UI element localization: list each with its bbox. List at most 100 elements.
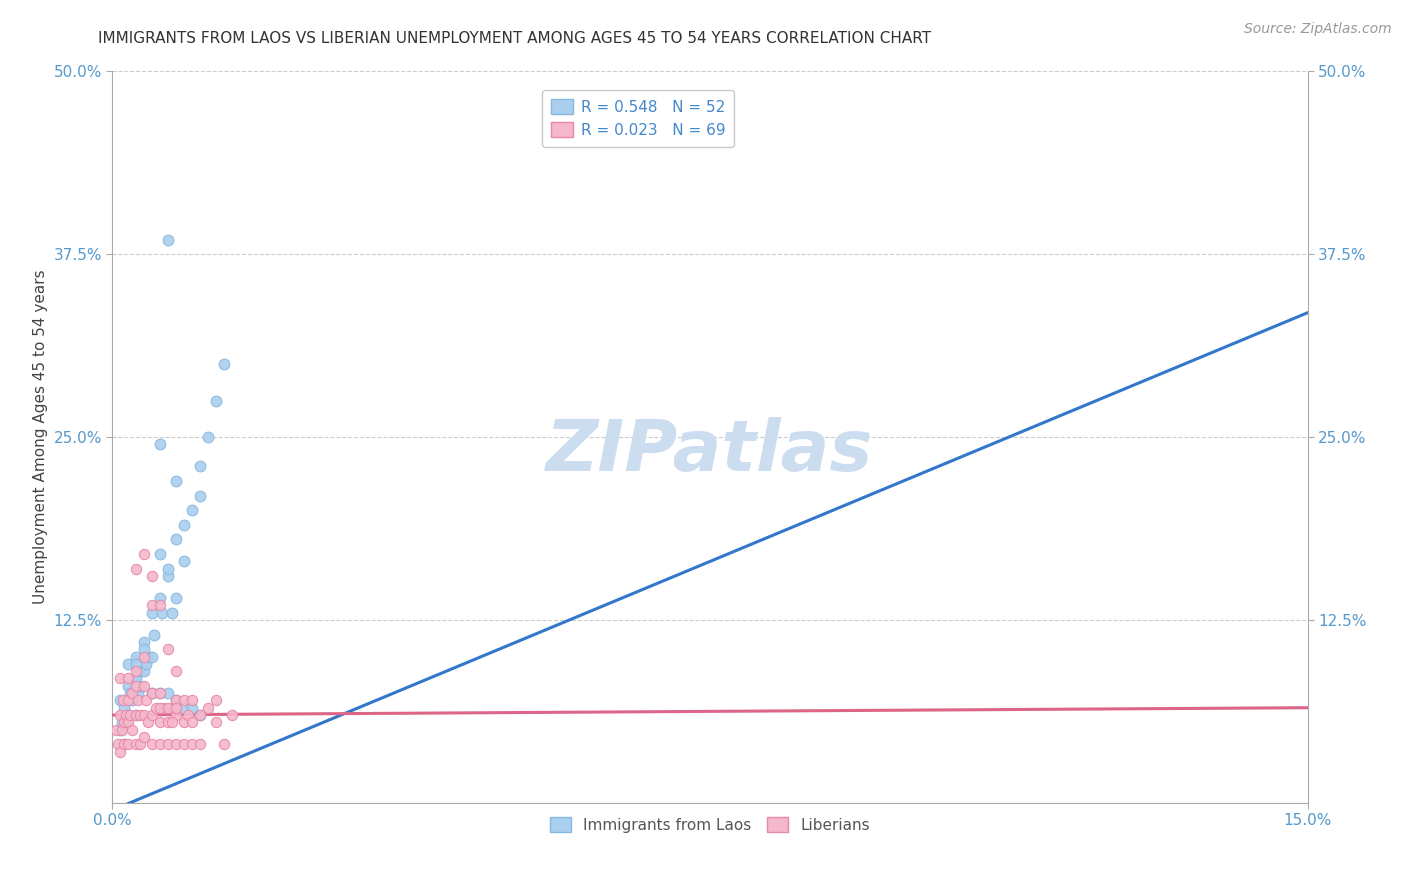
Point: [125, 672, 148, 686]
Point: [181, 700, 204, 714]
Point: [181, 503, 204, 517]
Point: [110, 672, 132, 686]
Point: [105, 723, 128, 737]
Point: [117, 679, 139, 693]
Point: [188, 459, 211, 474]
Point: [138, 715, 160, 730]
Point: [121, 693, 143, 707]
Point: [129, 679, 152, 693]
Point: [117, 657, 139, 671]
Point: [212, 357, 235, 371]
Point: [125, 657, 148, 671]
Point: [162, 606, 183, 620]
Point: [125, 664, 148, 678]
Point: [188, 489, 211, 503]
Point: [118, 708, 141, 723]
Point: [110, 745, 132, 759]
Point: [125, 649, 148, 664]
Point: [197, 430, 219, 444]
Point: [165, 693, 187, 707]
Point: [173, 693, 195, 707]
Point: [114, 737, 135, 751]
Point: [165, 474, 187, 488]
Point: [125, 708, 148, 723]
Point: [197, 700, 219, 714]
Point: [134, 664, 156, 678]
Point: [165, 708, 187, 723]
Point: [114, 700, 135, 714]
Point: [181, 693, 204, 707]
Point: [145, 700, 167, 714]
Point: [149, 547, 172, 561]
Point: [114, 715, 135, 730]
Point: [157, 569, 180, 583]
Point: [141, 686, 163, 700]
Point: [141, 686, 163, 700]
Point: [125, 708, 148, 723]
Point: [181, 737, 204, 751]
Point: [111, 723, 134, 737]
Point: [149, 737, 172, 751]
Point: [135, 657, 157, 671]
Point: [125, 679, 148, 693]
Point: [173, 715, 195, 730]
Point: [142, 627, 165, 641]
Point: [110, 708, 132, 723]
Legend: Immigrants from Laos, Liberians: Immigrants from Laos, Liberians: [544, 812, 876, 839]
Point: [173, 517, 195, 532]
Point: [157, 686, 180, 700]
Point: [173, 554, 195, 568]
Point: [149, 591, 172, 605]
Point: [149, 700, 172, 714]
Point: [165, 591, 187, 605]
Point: [157, 700, 180, 714]
Point: [157, 233, 180, 247]
Point: [188, 708, 211, 723]
Point: [129, 708, 152, 723]
Point: [221, 708, 243, 723]
Point: [141, 649, 163, 664]
Point: [114, 737, 135, 751]
Point: [173, 700, 195, 714]
Point: [149, 686, 172, 700]
Point: [128, 664, 150, 678]
Point: [141, 737, 163, 751]
Point: [125, 737, 148, 751]
Point: [149, 715, 172, 730]
Point: [110, 723, 132, 737]
Point: [117, 708, 139, 723]
Text: Source: ZipAtlas.com: Source: ZipAtlas.com: [1244, 22, 1392, 37]
Point: [173, 737, 195, 751]
Point: [121, 723, 143, 737]
Point: [129, 737, 152, 751]
Point: [117, 715, 139, 730]
Point: [134, 642, 156, 657]
Point: [111, 693, 134, 707]
Point: [212, 737, 235, 751]
Point: [165, 693, 187, 707]
Point: [157, 642, 180, 657]
Point: [205, 715, 228, 730]
Point: [134, 649, 156, 664]
Point: [134, 635, 156, 649]
Point: [107, 737, 129, 751]
Point: [125, 562, 148, 576]
Point: [157, 715, 180, 730]
Point: [165, 700, 187, 714]
Point: [157, 562, 180, 576]
Point: [157, 737, 180, 751]
Point: [134, 708, 156, 723]
Y-axis label: Unemployment Among Ages 45 to 54 years: Unemployment Among Ages 45 to 54 years: [32, 269, 48, 605]
Point: [115, 708, 138, 723]
Point: [162, 700, 183, 714]
Point: [165, 664, 187, 678]
Point: [150, 606, 173, 620]
Point: [149, 437, 172, 451]
Point: [141, 606, 163, 620]
Point: [149, 599, 172, 613]
Point: [110, 693, 132, 707]
Point: [111, 715, 134, 730]
Point: [117, 737, 139, 751]
Point: [165, 533, 187, 547]
Point: [177, 708, 200, 723]
